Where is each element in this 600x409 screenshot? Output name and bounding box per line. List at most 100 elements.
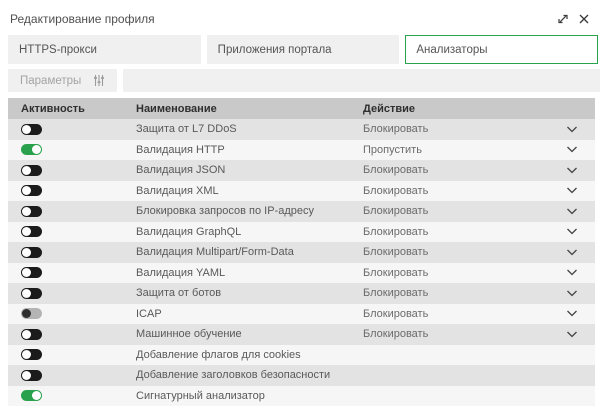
action-value: Пропустить (363, 144, 422, 156)
parameters-button[interactable]: Параметры (8, 69, 117, 92)
dialog-titlebar: Редактирование профиля (0, 0, 600, 29)
tab-analyzers[interactable]: Анализаторы (405, 35, 598, 64)
toggle-knob (32, 145, 41, 154)
chevron-down-icon[interactable] (566, 290, 578, 297)
name-cell: Защита от L7 DDoS (136, 123, 363, 135)
table-row: Валидация HTTP Пропустить (8, 140, 595, 161)
table-row: Сигнатурный анализатор (8, 386, 595, 407)
table-body: Защита от L7 DDoS Блокировать Валидация … (8, 119, 595, 406)
name-cell: Валидация JSON (136, 164, 363, 176)
activity-toggle[interactable] (21, 329, 42, 340)
activity-cell (8, 308, 136, 319)
action-cell: Блокировать (363, 164, 595, 176)
action-cell (363, 392, 595, 399)
activity-toggle[interactable] (21, 206, 42, 217)
activity-toggle[interactable] (21, 288, 42, 299)
action-value: Блокировать (363, 287, 428, 299)
activity-toggle[interactable] (21, 185, 42, 196)
analyzer-name: Сигнатурный анализатор (136, 390, 265, 402)
action-cell: Блокировать (363, 226, 595, 238)
analyzer-name: Валидация JSON (136, 164, 225, 176)
action-value: Блокировать (363, 308, 428, 320)
name-cell: ICAP (136, 308, 363, 320)
expand-icon[interactable] (557, 13, 569, 25)
action-value: Блокировать (363, 164, 428, 176)
analyzer-name: Валидация Multipart/Form-Data (136, 246, 294, 258)
action-cell: Блокировать (363, 308, 595, 320)
close-icon[interactable] (578, 13, 590, 25)
action-cell: Блокировать (363, 328, 595, 340)
name-cell: Валидация Multipart/Form-Data (136, 246, 363, 258)
activity-toggle[interactable] (21, 267, 42, 278)
toggle-knob (22, 330, 31, 339)
tab-portal-apps[interactable]: Приложения портала (207, 35, 400, 64)
chevron-down-icon[interactable] (566, 208, 578, 215)
activity-cell (8, 370, 136, 381)
activity-toggle[interactable] (21, 390, 42, 401)
analyzer-name: Защита от L7 DDoS (136, 123, 237, 135)
action-cell: Блокировать (363, 205, 595, 217)
chevron-down-icon[interactable] (566, 146, 578, 153)
activity-toggle[interactable] (21, 124, 42, 135)
name-cell: Валидация XML (136, 185, 363, 197)
header-action: Действие (363, 103, 595, 115)
activity-toggle[interactable] (21, 226, 42, 237)
action-cell: Блокировать (363, 287, 595, 299)
activity-toggle[interactable] (21, 349, 42, 360)
chevron-down-icon[interactable] (566, 167, 578, 174)
action-value: Блокировать (363, 226, 428, 238)
name-cell: Сигнатурный анализатор (136, 390, 363, 402)
name-cell: Блокировка запросов по IP-адресу (136, 205, 363, 217)
toggle-knob (22, 207, 31, 216)
action-cell: Пропустить (363, 144, 595, 156)
chevron-down-icon[interactable] (566, 269, 578, 276)
tab-https-proxy[interactable]: HTTPS-прокси (8, 35, 201, 64)
toggle-knob (22, 268, 31, 277)
activity-toggle[interactable] (21, 247, 42, 258)
table-row: Блокировка запросов по IP-адресу Блокиро… (8, 201, 595, 222)
activity-cell (8, 226, 136, 237)
tab-label: Анализаторы (416, 44, 487, 56)
chevron-down-icon[interactable] (566, 331, 578, 338)
toolbar-filler (123, 69, 600, 92)
table-row: Валидация XML Блокировать (8, 181, 595, 202)
action-cell: Блокировать (363, 246, 595, 258)
parameters-label: Параметры (20, 75, 81, 87)
toggle-knob (22, 125, 31, 134)
action-value: Блокировать (363, 328, 428, 340)
table-row: Защита от L7 DDoS Блокировать (8, 119, 595, 140)
analyzer-name: Валидация HTTP (136, 144, 225, 156)
chevron-down-icon[interactable] (566, 126, 578, 133)
activity-cell (8, 124, 136, 135)
name-cell: Валидация GraphQL (136, 226, 363, 238)
chevron-down-icon[interactable] (566, 228, 578, 235)
action-cell: Блокировать (363, 185, 595, 197)
activity-cell (8, 206, 136, 217)
activity-cell (8, 267, 136, 278)
activity-toggle[interactable] (21, 165, 42, 176)
activity-cell (8, 288, 136, 299)
table-row: Добавление заголовков безопасности (8, 365, 595, 386)
analyzer-name: Защита от ботов (136, 287, 221, 299)
toggle-knob (22, 248, 31, 257)
activity-toggle[interactable] (21, 144, 42, 155)
action-value: Блокировать (363, 185, 428, 197)
chevron-down-icon[interactable] (566, 249, 578, 256)
toggle-knob (32, 391, 41, 400)
analyzer-name: Валидация YAML (136, 267, 225, 279)
activity-toggle[interactable] (21, 370, 42, 381)
activity-toggle[interactable] (21, 308, 42, 319)
table-row: Добавление флагов для cookies (8, 345, 595, 366)
sliders-filter-icon (93, 74, 105, 87)
name-cell: Добавление флагов для cookies (136, 349, 363, 361)
chevron-down-icon[interactable] (566, 310, 578, 317)
chevron-down-icon[interactable] (566, 187, 578, 194)
name-cell: Защита от ботов (136, 287, 363, 299)
analyzer-name: Валидация XML (136, 185, 219, 197)
toggle-knob (22, 166, 31, 175)
activity-cell (8, 185, 136, 196)
edit-profile-dialog: Редактирование профиля HTTPS-прокси Прил… (0, 0, 600, 409)
toggle-knob (22, 350, 31, 359)
toggle-knob (22, 186, 31, 195)
table-header: Активность Наименование Действие (8, 98, 595, 119)
